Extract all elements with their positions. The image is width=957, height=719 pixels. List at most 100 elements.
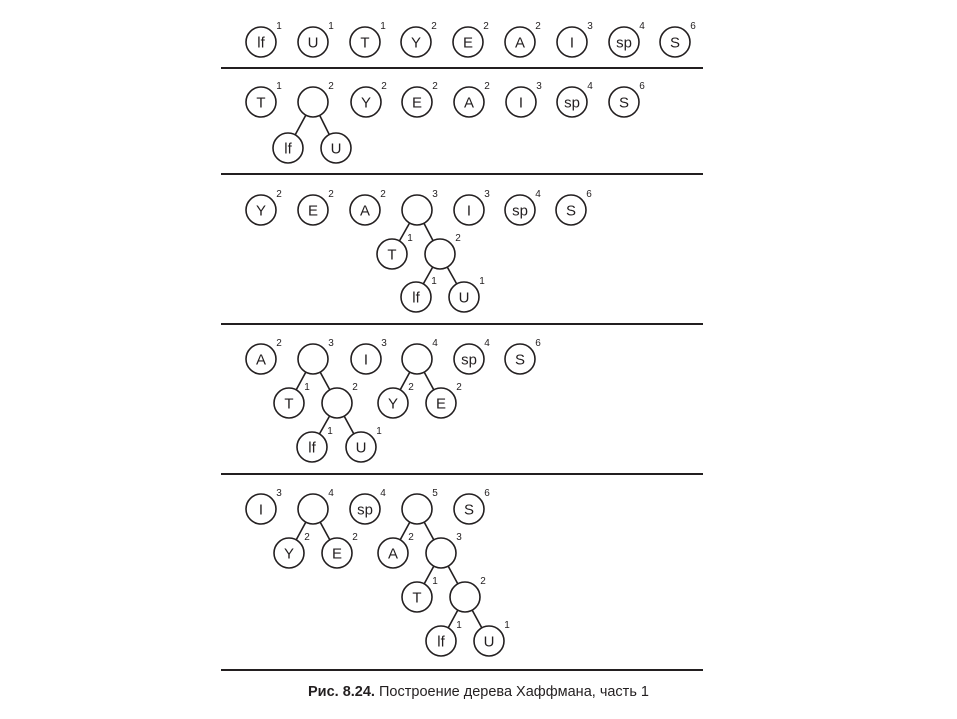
leaf-node-lf	[425, 625, 457, 657]
weight-label: 4	[587, 81, 593, 92]
tree-edge	[423, 371, 435, 391]
node-label: lf	[308, 440, 316, 457]
node-label: U	[484, 634, 495, 651]
tree-edge	[319, 521, 331, 541]
weight-label: 2	[408, 382, 414, 393]
tree-edge	[446, 266, 458, 285]
weight-label: 1	[431, 276, 437, 287]
node-label: sp	[512, 203, 528, 220]
node-label: sp	[357, 502, 373, 519]
node-label: E	[332, 546, 342, 563]
internal-node	[424, 238, 456, 270]
tree-edge	[294, 114, 307, 136]
caption-text: Построение дерева Хаффмана, часть 1	[379, 684, 649, 700]
leaf-node-s	[453, 493, 485, 525]
weight-label: 1	[456, 620, 462, 631]
weight-label: 6	[586, 189, 592, 200]
weight-label: 3	[587, 21, 593, 32]
leaf-node-y	[245, 194, 277, 226]
node-label: U	[459, 290, 470, 307]
node-label: A	[388, 546, 398, 563]
leaf-node-u	[448, 281, 480, 313]
node-label: A	[256, 352, 266, 369]
leaf-node-y	[400, 26, 432, 58]
internal-node	[297, 86, 329, 118]
weight-label: 3	[432, 189, 438, 200]
leaf-node-a	[453, 86, 485, 118]
node-label: I	[364, 352, 368, 369]
tree-edge	[295, 521, 307, 541]
leaf-node-t	[376, 238, 408, 270]
weight-label: 2	[535, 21, 541, 32]
weight-label: 1	[432, 576, 438, 587]
node-label: A	[464, 95, 474, 112]
step-2-edges	[294, 114, 331, 136]
weight-label: 5	[432, 488, 438, 499]
node-label: E	[412, 95, 422, 112]
weight-label: 3	[381, 338, 387, 349]
leaf-node-sp	[556, 86, 588, 118]
leaf-node-e	[452, 26, 484, 58]
node-label: sp	[564, 95, 580, 112]
node-label: S	[670, 35, 680, 52]
weight-label: 2	[380, 189, 386, 200]
weight-label: 6	[484, 488, 490, 499]
node-label: U	[331, 141, 342, 158]
node-label: S	[619, 95, 629, 112]
leaf-node-a	[245, 343, 277, 375]
node-label: S	[515, 352, 525, 369]
internal-node	[297, 343, 329, 375]
tree-edge	[422, 266, 434, 285]
weight-label: 6	[639, 81, 645, 92]
leaf-node-lf	[272, 132, 304, 164]
leaf-node-a	[349, 194, 381, 226]
leaf-node-t	[245, 86, 277, 118]
tree-edge	[318, 115, 331, 135]
node-label: lf	[437, 634, 445, 651]
leaf-node-y	[273, 537, 305, 569]
leaf-node-u	[320, 132, 352, 164]
leaf-node-t	[349, 26, 381, 58]
internal-node	[321, 387, 353, 419]
node-label: lf	[412, 290, 420, 307]
tree-edge	[423, 565, 435, 585]
weight-label: 1	[328, 21, 334, 32]
node-label: A	[515, 35, 525, 52]
weight-label: 1	[304, 382, 310, 393]
weight-label: 4	[484, 338, 490, 349]
weight-label: 2	[381, 81, 387, 92]
weight-label: 1	[504, 620, 510, 631]
internal-node	[401, 194, 433, 226]
leaf-node-u	[345, 431, 377, 463]
leaf-node-t	[401, 581, 433, 613]
node-label: Y	[284, 546, 294, 563]
leaf-node-t	[273, 387, 305, 419]
weight-label: 2	[304, 532, 310, 543]
leaf-node-s	[608, 86, 640, 118]
leaf-node-e	[321, 537, 353, 569]
tree-edge	[423, 521, 435, 541]
node-label: T	[387, 247, 396, 264]
leaf-node-e	[401, 86, 433, 118]
weight-label: 4	[639, 21, 645, 32]
leaf-node-i	[505, 86, 537, 118]
weight-label: 1	[327, 426, 333, 437]
node-label: lf	[257, 35, 265, 52]
node-label: U	[308, 35, 319, 52]
tree-edge	[295, 371, 307, 391]
node-label: E	[463, 35, 473, 52]
tree-edge	[318, 415, 331, 435]
node-label: I	[259, 502, 263, 519]
leaf-node-sp	[349, 493, 381, 525]
weight-label: 1	[380, 21, 386, 32]
leaf-node-lf	[245, 26, 277, 58]
weight-label: 2	[276, 189, 282, 200]
leaf-node-sp	[453, 343, 485, 375]
weight-label: 3	[276, 488, 282, 499]
weight-label: 1	[376, 426, 382, 437]
weight-label: 1	[276, 81, 282, 92]
node-label: I	[519, 95, 523, 112]
tree-edge	[343, 415, 355, 435]
